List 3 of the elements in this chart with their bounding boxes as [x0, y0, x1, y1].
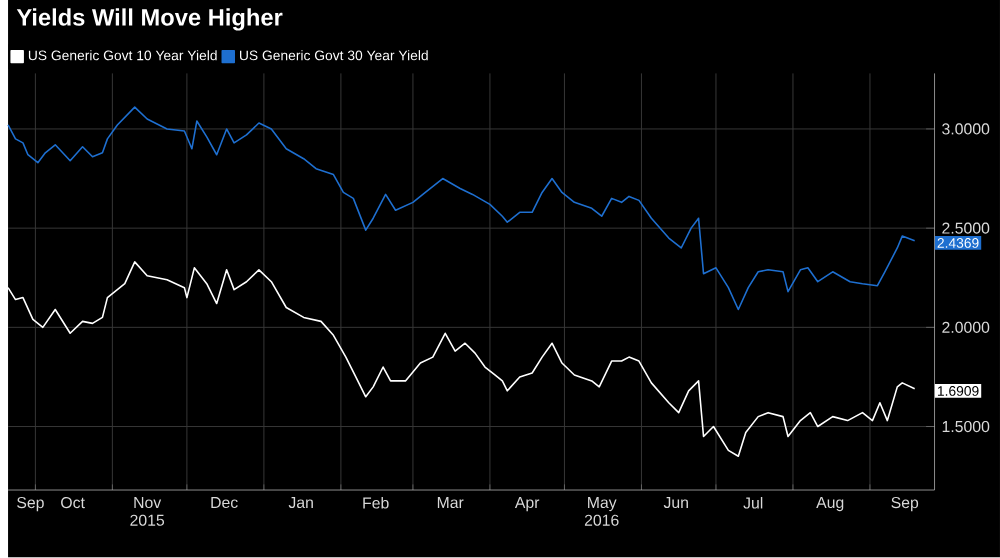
chart-title: Yields Will Move Higher	[16, 8, 283, 31]
line-series	[7, 261, 916, 458]
line-series	[7, 106, 916, 311]
